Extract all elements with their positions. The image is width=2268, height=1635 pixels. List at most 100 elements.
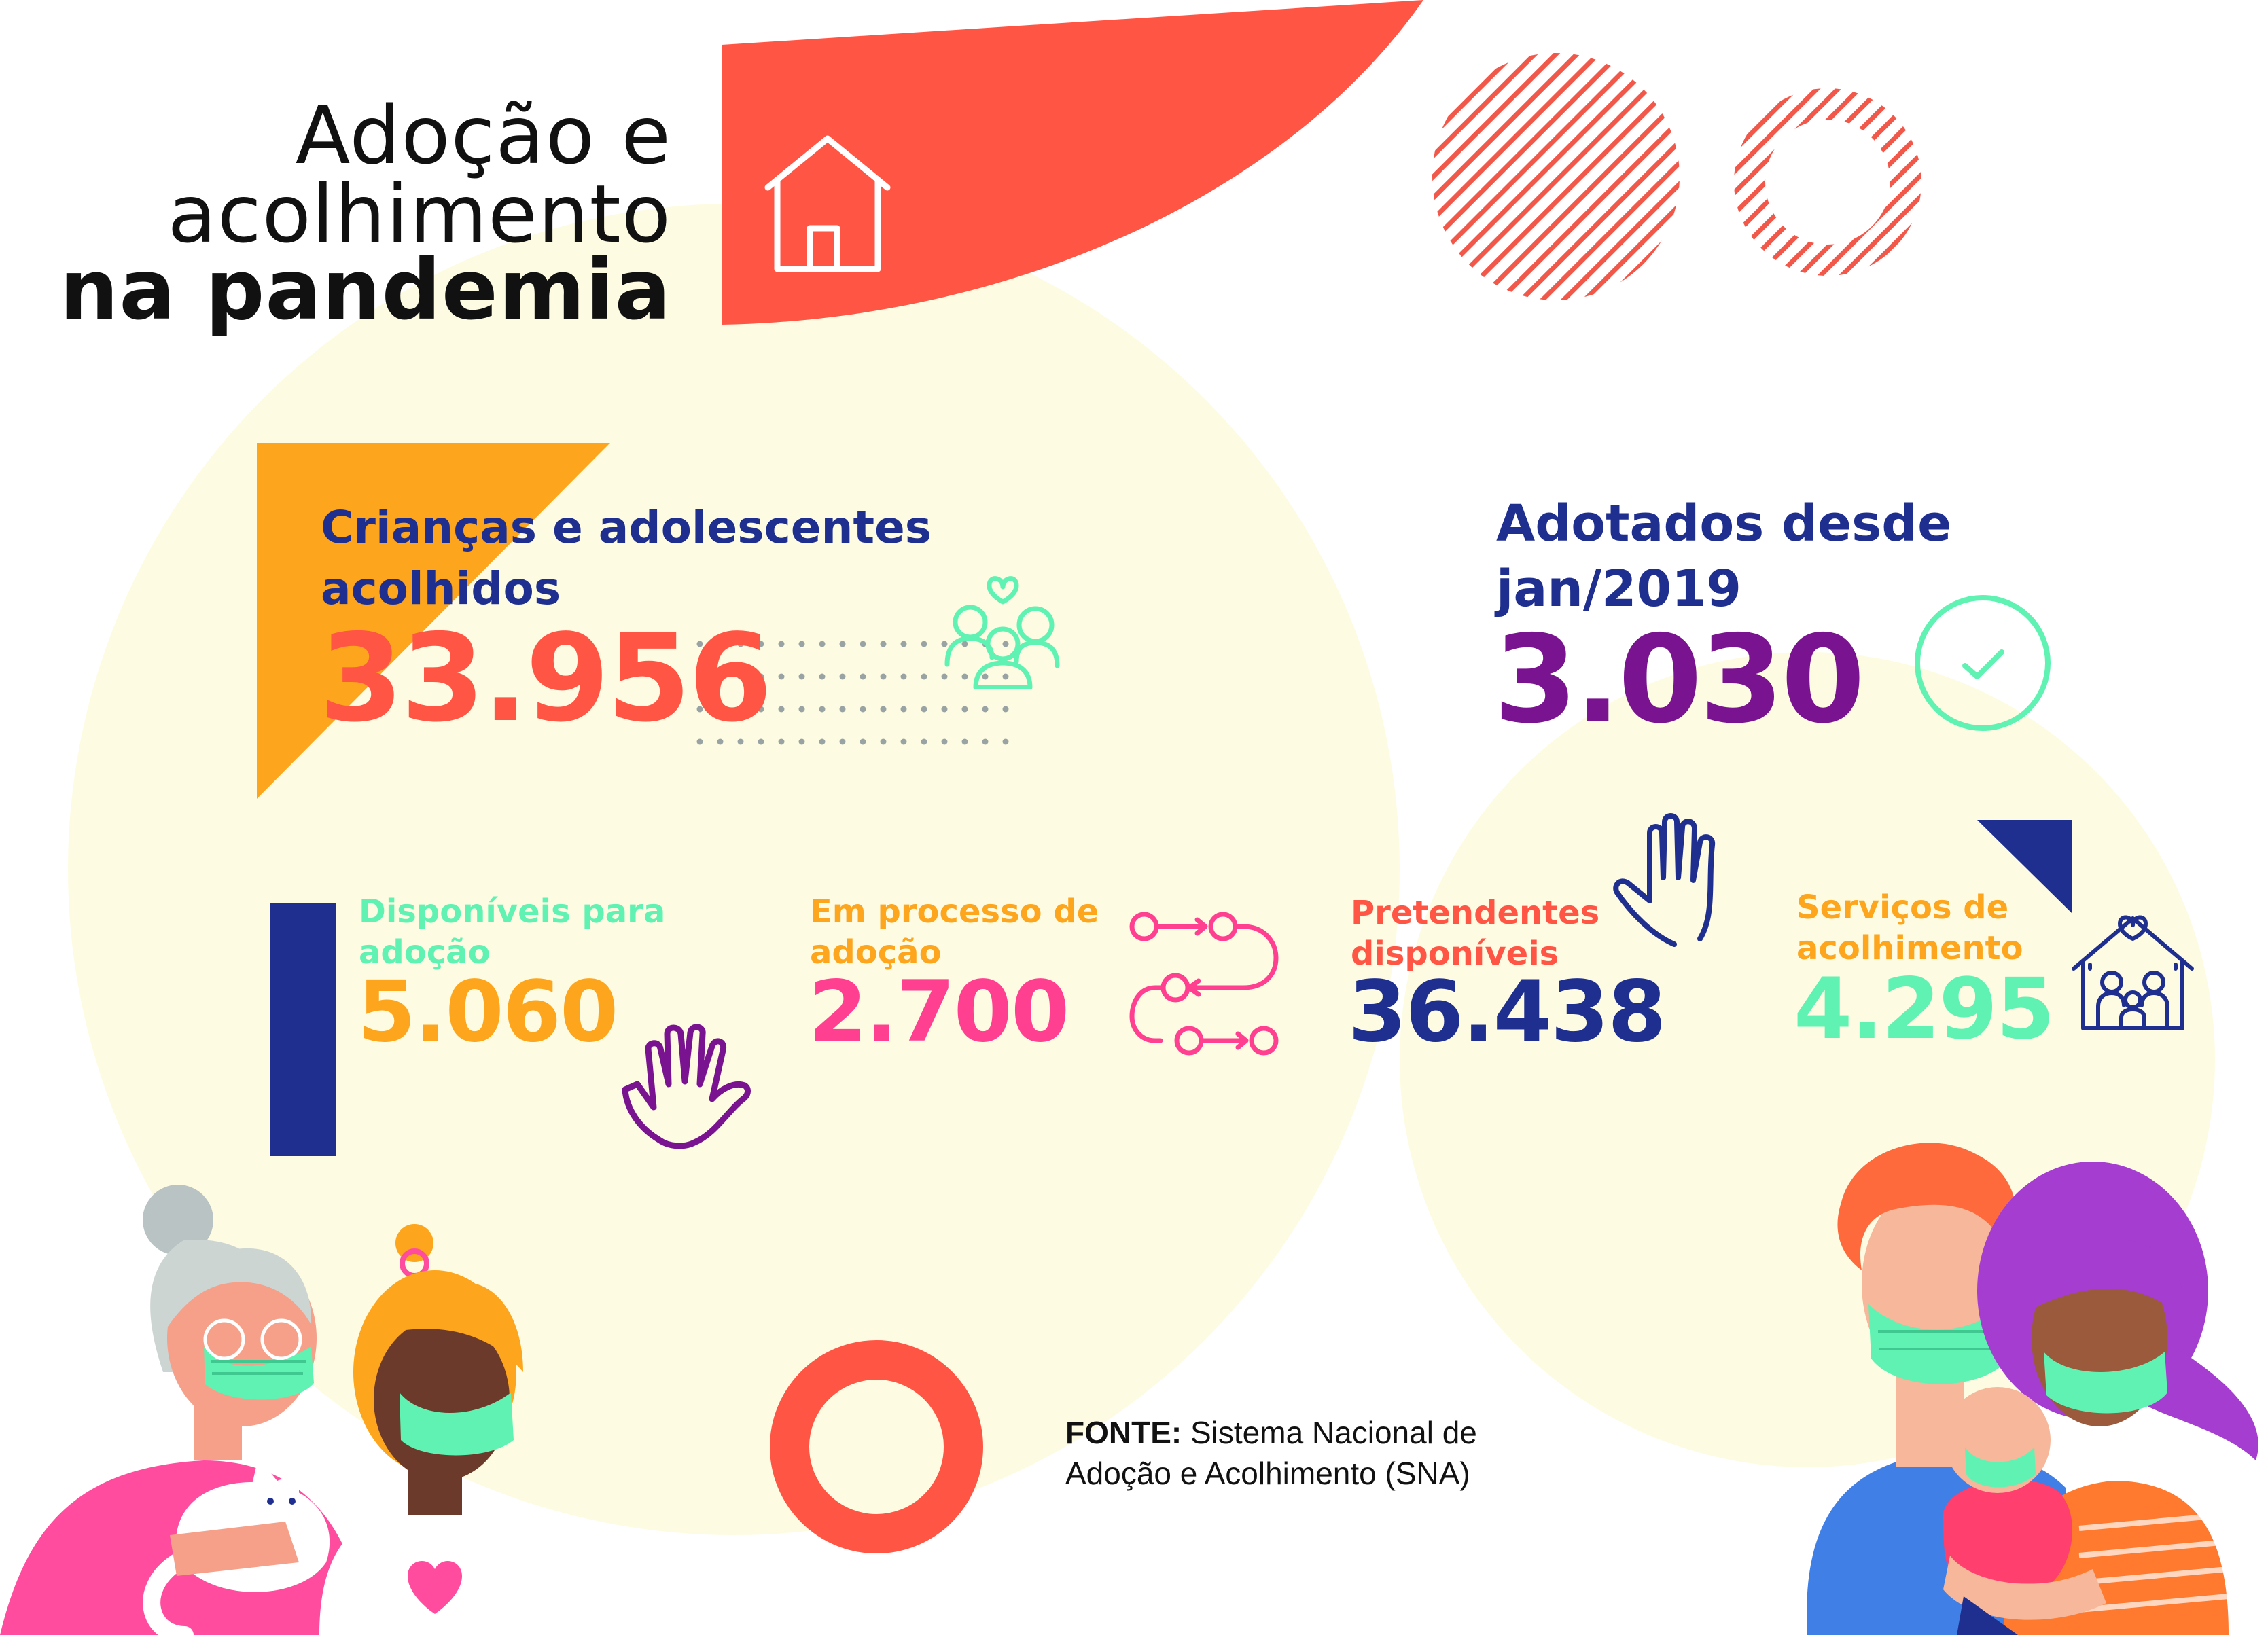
- title-line-1: Adoção e: [295, 88, 671, 182]
- navy-triangle: [1977, 820, 2072, 914]
- grid-dot: [860, 673, 866, 680]
- grid-dot: [860, 641, 866, 647]
- source-label: FONTE:: [1065, 1415, 1182, 1450]
- grid-dot: [819, 706, 826, 713]
- grid-dot: [737, 706, 744, 713]
- navy-bar: [270, 903, 336, 1156]
- check-circle-icon: [1915, 595, 2051, 731]
- grid-dot: [737, 738, 744, 745]
- hand-icon: [622, 1024, 751, 1149]
- em-processo-value: 2.700: [809, 963, 1069, 1061]
- shelter-family-icon: [2072, 915, 2194, 1030]
- coral-arc-shape: [722, 0, 1423, 325]
- adotados-label-2: jan/2019: [1496, 560, 1741, 618]
- grid-dot: [860, 706, 866, 713]
- grid-dot: [717, 641, 724, 647]
- grid-dot: [900, 641, 907, 647]
- grid-dot: [900, 738, 907, 745]
- pretendentes-label-1: Pretendentes: [1351, 894, 1600, 932]
- grid-dot: [941, 641, 948, 647]
- grid-dot: [880, 706, 887, 713]
- grid-dot: [778, 706, 785, 713]
- grid-dot: [819, 738, 826, 745]
- grid-dot: [717, 738, 724, 745]
- title-line-2: acolhimento: [167, 167, 671, 261]
- grid-dot: [696, 738, 703, 745]
- source-text-1: Sistema Nacional de: [1182, 1415, 1477, 1450]
- grid-dot: [880, 641, 887, 647]
- grid-dot: [1002, 706, 1009, 713]
- grid-dot: [961, 738, 968, 745]
- grid-dot: [1002, 641, 1009, 647]
- grid-dot: [982, 738, 989, 745]
- servicos-value: 4.295: [1794, 960, 2055, 1058]
- grid-dot: [758, 673, 764, 680]
- grid-dot: [961, 641, 968, 647]
- grid-dot: [941, 706, 948, 713]
- grid-dot: [900, 673, 907, 680]
- grid-dot: [839, 673, 846, 680]
- grid-dot: [921, 706, 927, 713]
- grid-dot: [737, 641, 744, 647]
- acolhidos-value: 33.956: [319, 608, 773, 749]
- grid-dot: [798, 673, 805, 680]
- em-processo-label-1: Em processo de: [810, 893, 1099, 931]
- house-icon: [764, 135, 891, 272]
- grid-dot: [696, 673, 703, 680]
- grid-dot: [1002, 738, 1009, 745]
- grid-dot: [941, 673, 948, 680]
- grid-dot: [778, 641, 785, 647]
- title-line-3: na pandemia: [59, 242, 671, 338]
- grid-dot: [880, 673, 887, 680]
- grid-dot: [717, 706, 724, 713]
- grid-dot: [982, 673, 989, 680]
- disponiveis-label-2: adoção: [359, 933, 491, 971]
- grid-dot: [819, 673, 826, 680]
- grid-dot: [921, 673, 927, 680]
- hatched-ring: [1726, 82, 1930, 285]
- pretendentes-label-2: disponíveis: [1351, 935, 1559, 973]
- grid-dot: [921, 738, 927, 745]
- grid-dot: [961, 673, 968, 680]
- orange-triangle: [257, 443, 610, 799]
- disponiveis-label-1: Disponíveis para: [359, 893, 666, 931]
- grid-dot: [696, 706, 703, 713]
- illustration-grandmother-girl: [0, 1185, 564, 1635]
- grid-dot: [860, 738, 866, 745]
- acolhidos-label-2: acolhidos: [321, 562, 561, 615]
- acolhidos-label-1: Crianças e adolescentes: [321, 501, 932, 554]
- grid-dot: [839, 738, 846, 745]
- grid-dot: [839, 706, 846, 713]
- grid-dot: [696, 641, 703, 647]
- pretendentes-value: 36.438: [1348, 963, 1667, 1061]
- grid-dot: [778, 673, 785, 680]
- grid-dot: [1002, 673, 1009, 680]
- people-heart-icon: [944, 576, 1060, 689]
- adotados-value: 3.030: [1493, 609, 1865, 750]
- grid-dot: [778, 738, 785, 745]
- em-processo-label-2: adoção: [810, 933, 942, 971]
- hatched-circle: [1432, 53, 1680, 300]
- grid-dot: [900, 706, 907, 713]
- source-note: FONTE: Sistema Nacional de Adoção e Acol…: [1065, 1413, 1477, 1494]
- grid-dot: [961, 706, 968, 713]
- grid-dot: [717, 673, 724, 680]
- grid-dot: [798, 641, 805, 647]
- grid-dot: [798, 738, 805, 745]
- coral-ring: [770, 1340, 983, 1553]
- grid-dot: [758, 706, 764, 713]
- grid-dot: [880, 738, 887, 745]
- grid-dot: [758, 641, 764, 647]
- grid-dot: [839, 641, 846, 647]
- grid-dot: [798, 706, 805, 713]
- grid-dot: [921, 641, 927, 647]
- grid-dot: [982, 706, 989, 713]
- source-text-2: Adoção e Acolhimento (SNA): [1065, 1455, 1470, 1491]
- adotados-label-1: Adotados desde: [1496, 495, 1952, 553]
- grid-dot: [941, 738, 948, 745]
- illustration-family: [1807, 1143, 2258, 1635]
- grid-dot: [737, 673, 744, 680]
- process-flow-icon: [1129, 912, 1279, 1056]
- grid-dot: [758, 738, 764, 745]
